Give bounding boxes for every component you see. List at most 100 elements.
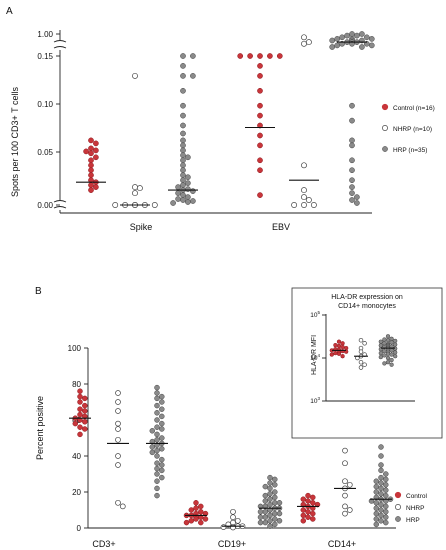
data-point-hrp (180, 73, 186, 79)
data-point-control (88, 172, 94, 179)
data-point-control (88, 157, 94, 164)
data-point-hrp (180, 177, 186, 184)
data-point-control (93, 184, 99, 190)
data-point-nhrp (358, 359, 364, 365)
data-point-control (340, 344, 345, 350)
data-point-nhrp (342, 460, 348, 467)
data-point-control (93, 154, 99, 161)
data-point-control (340, 348, 345, 354)
panel-a-points (76, 31, 375, 208)
data-point-hrp (393, 338, 398, 344)
data-point-control (257, 53, 263, 59)
legend-label: NHRP (406, 505, 424, 512)
panel-a-ytick-label: 0.05 (37, 148, 53, 157)
data-point-nhrp (342, 447, 348, 454)
panel-b-category-label: CD3+ (92, 539, 115, 549)
data-point-hrp (180, 53, 186, 59)
legend-label: NHRP (n=10) (393, 126, 432, 133)
data-point-hrp (154, 410, 160, 416)
data-point-hrp (378, 491, 384, 497)
panel-b-ytick-label: 60 (72, 416, 81, 425)
data-point-hrp (272, 500, 278, 506)
panel-b-ytick-label: 40 (72, 452, 81, 461)
data-point-hrp (262, 498, 269, 504)
data-point-hrp (154, 442, 160, 448)
data-point-hrp (378, 444, 384, 450)
data-point-hrp (272, 489, 278, 495)
data-point-hrp (373, 500, 380, 506)
data-point-control (82, 408, 88, 414)
data-point-hrp (262, 483, 269, 490)
data-point-hrp (349, 167, 355, 174)
data-point-hrp (257, 509, 264, 515)
data-point-control (257, 73, 263, 79)
data-point-hrp (334, 36, 341, 42)
data-point-hrp (378, 474, 384, 481)
data-point-hrp (349, 190, 355, 196)
data-point-hrp (349, 184, 355, 190)
data-point-hrp (154, 485, 160, 492)
data-point-control (88, 182, 94, 188)
data-point-hrp (339, 34, 345, 41)
data-point-hrp (272, 521, 278, 528)
data-point-hrp (154, 447, 160, 454)
data-point-hrp (154, 384, 160, 391)
data-point-nhrp (305, 197, 312, 203)
data-point-hrp (382, 361, 387, 366)
data-point-hrp (154, 390, 160, 396)
panel-a-category-label: Spike (130, 222, 153, 232)
data-point-hrp (349, 117, 355, 124)
data-point-hrp (180, 102, 186, 109)
data-point-hrp (378, 518, 384, 524)
data-point-hrp (185, 199, 191, 205)
data-point-hrp (378, 480, 384, 486)
data-point-nhrp (230, 508, 236, 515)
data-point-hrp (373, 494, 380, 501)
data-point-hrp (385, 338, 391, 343)
data-point-hrp (159, 474, 165, 481)
data-point-control (77, 399, 83, 405)
data-point-hrp (159, 420, 165, 427)
data-point-control (305, 498, 311, 504)
data-point-control (310, 505, 316, 511)
data-point-hrp (154, 437, 160, 443)
data-point-nhrp (115, 408, 121, 414)
data-point-control (198, 503, 204, 510)
data-point-nhrp (132, 72, 138, 79)
data-point-control (310, 516, 316, 522)
data-point-nhrp (115, 436, 121, 443)
data-point-control (83, 148, 89, 155)
data-point-control (82, 402, 88, 409)
data-point-hrp (272, 494, 278, 501)
data-point-nhrp (310, 202, 317, 208)
legend-label: Control (n=16) (393, 105, 435, 112)
data-point-nhrp (115, 499, 121, 506)
data-point-hrp (378, 512, 384, 519)
data-point-hrp (149, 449, 156, 456)
inset-frame (291, 287, 443, 439)
data-point-hrp (378, 339, 383, 344)
data-point-control (77, 431, 83, 438)
data-point-hrp (159, 467, 165, 474)
panel-b-legend: Control NHRP HRP (394, 491, 428, 524)
data-point-nhrp (342, 478, 348, 485)
data-point-control (82, 419, 88, 425)
data-point-hrp (159, 435, 165, 441)
panel-b-points (69, 384, 394, 531)
data-point-control (300, 496, 307, 502)
data-point-hrp (385, 360, 391, 365)
panel-a-category-label: EBV (272, 222, 290, 232)
data-point-hrp (170, 200, 176, 206)
data-point-hrp (154, 460, 160, 466)
data-point-hrp (180, 172, 186, 179)
data-point-nhrp (301, 162, 307, 169)
data-point-hrp (267, 501, 273, 508)
data-point-hrp (154, 424, 160, 430)
data-point-control (77, 393, 83, 400)
data-point-control (88, 162, 94, 169)
data-point-hrp (257, 503, 264, 510)
data-point-control (193, 516, 199, 522)
data-point-hrp (272, 510, 278, 517)
panel-b-ytick-label: 100 (68, 344, 82, 353)
data-point-nhrp (291, 202, 298, 208)
